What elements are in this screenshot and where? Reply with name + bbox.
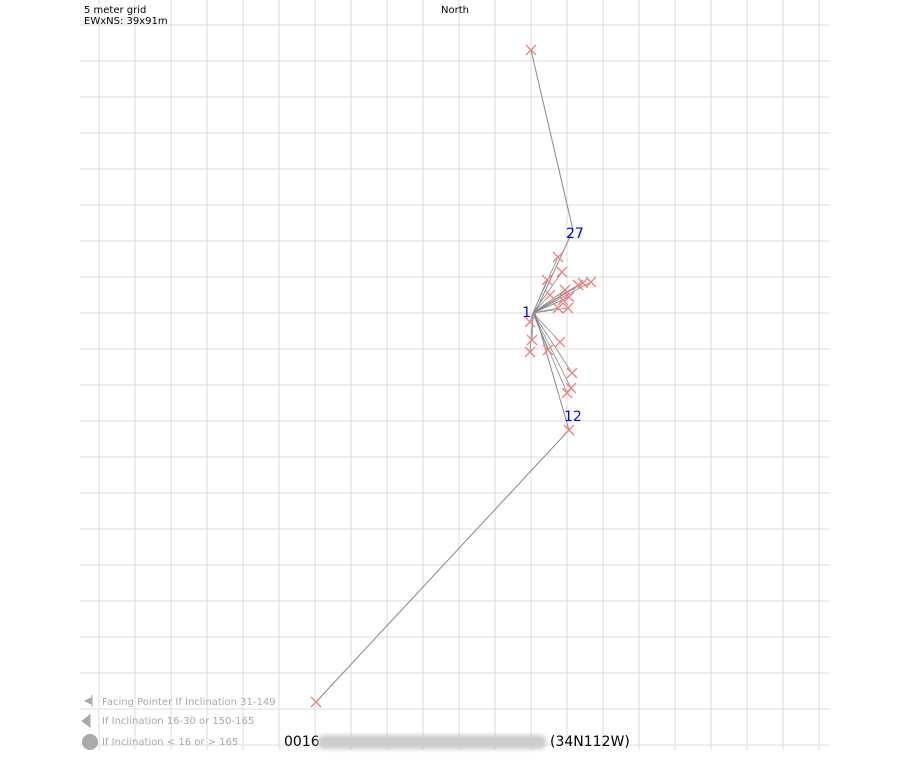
shot-marker (552, 251, 564, 263)
redacted-name (318, 735, 546, 749)
shot-marker (556, 266, 568, 278)
shot-marker (566, 367, 578, 379)
shot-marker (525, 44, 537, 56)
shot-marker (526, 334, 538, 346)
splay-line (532, 312, 572, 389)
shot-marker (565, 382, 577, 394)
shot-marker (541, 274, 553, 286)
shot-marker (554, 336, 566, 348)
station-label: 27 (566, 226, 584, 242)
shot-marker (542, 344, 554, 356)
splay-line (532, 289, 566, 314)
shot-marker (562, 302, 574, 314)
footer-zone: (34N112W) (550, 734, 630, 750)
shot-marker (561, 387, 573, 399)
splay-line (532, 312, 568, 394)
legend-text: If Inclination < 16 or > 165 (102, 737, 238, 748)
shot-marker (559, 284, 571, 296)
shot-marker (552, 302, 564, 314)
survey-legs (315, 49, 592, 703)
grid (80, 0, 830, 750)
extent-label: EWxNS: 39x91m (84, 16, 168, 27)
splay-line (532, 279, 548, 314)
shot-marker (557, 294, 569, 306)
footer-id: 0016 (284, 734, 320, 750)
shot-marker (524, 316, 536, 328)
shot-marker (524, 346, 536, 358)
station-label: 1 (522, 305, 531, 321)
shot-markers (310, 44, 597, 708)
shot-marker (544, 289, 556, 301)
splay-line (532, 281, 592, 314)
legend: Facing Pointer If Inclination 31-149 If … (81, 695, 276, 750)
splay-line (532, 312, 573, 374)
legend-icon (82, 734, 98, 750)
legend-icon (81, 714, 91, 728)
shot-marker (310, 696, 322, 708)
legend-icon (83, 695, 93, 707)
splay-line (532, 299, 564, 314)
legend-text: If Inclination 16-30 or 150-165 (102, 716, 254, 727)
splay-line (532, 307, 569, 314)
north-label: North (441, 5, 469, 16)
grid-label: 5 meter grid (84, 5, 146, 16)
shot-marker (577, 277, 589, 289)
shot-marker (563, 291, 575, 303)
legend-text: Facing Pointer If Inclination 31-149 (102, 697, 276, 708)
survey-line (315, 49, 574, 703)
shot-marker (563, 424, 575, 436)
station-label: 12 (564, 409, 582, 425)
